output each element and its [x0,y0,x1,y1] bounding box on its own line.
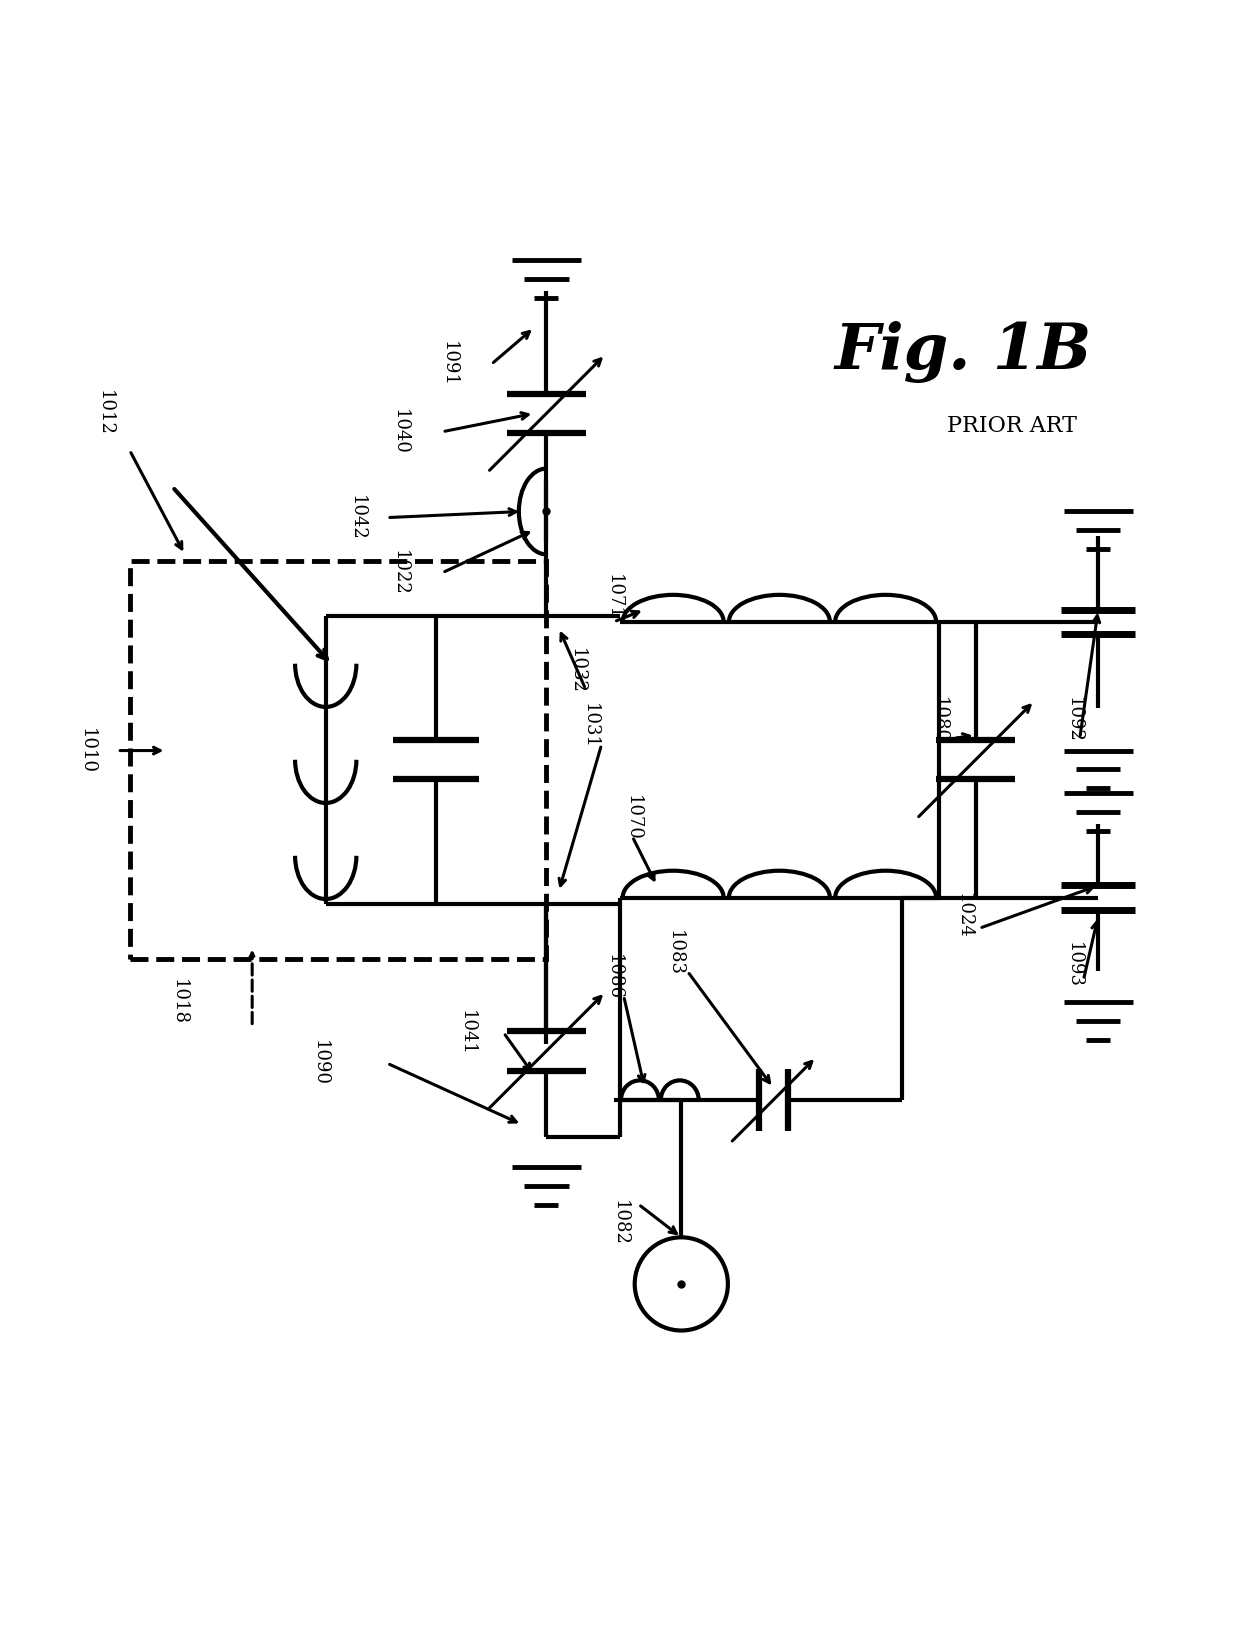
Text: 1018: 1018 [170,978,187,1024]
Text: 1092: 1092 [1065,697,1083,743]
Text: Fig. 1B: Fig. 1B [835,321,1092,383]
Text: 1032: 1032 [568,648,587,694]
Text: 1082: 1082 [611,1199,629,1245]
Text: 1040: 1040 [391,409,408,455]
Text: 1091: 1091 [439,342,458,388]
Text: 1093: 1093 [1065,942,1083,988]
Text: 1042: 1042 [347,494,366,540]
Text: PRIOR ART: PRIOR ART [947,414,1078,437]
Text: 1086: 1086 [605,954,622,1000]
Text: 1024: 1024 [955,893,972,939]
Text: 1071: 1071 [605,574,622,620]
Text: 1080: 1080 [930,697,947,743]
Bar [129,561,547,959]
Text: 1031: 1031 [580,703,599,749]
Text: 1090: 1090 [310,1040,329,1086]
Text: 1022: 1022 [391,550,408,596]
Text: 1041: 1041 [458,1009,476,1055]
Text: 1012: 1012 [95,391,114,437]
Text: 1010: 1010 [78,728,95,774]
Text: 1083: 1083 [666,929,684,975]
Text: 1070: 1070 [624,795,641,841]
